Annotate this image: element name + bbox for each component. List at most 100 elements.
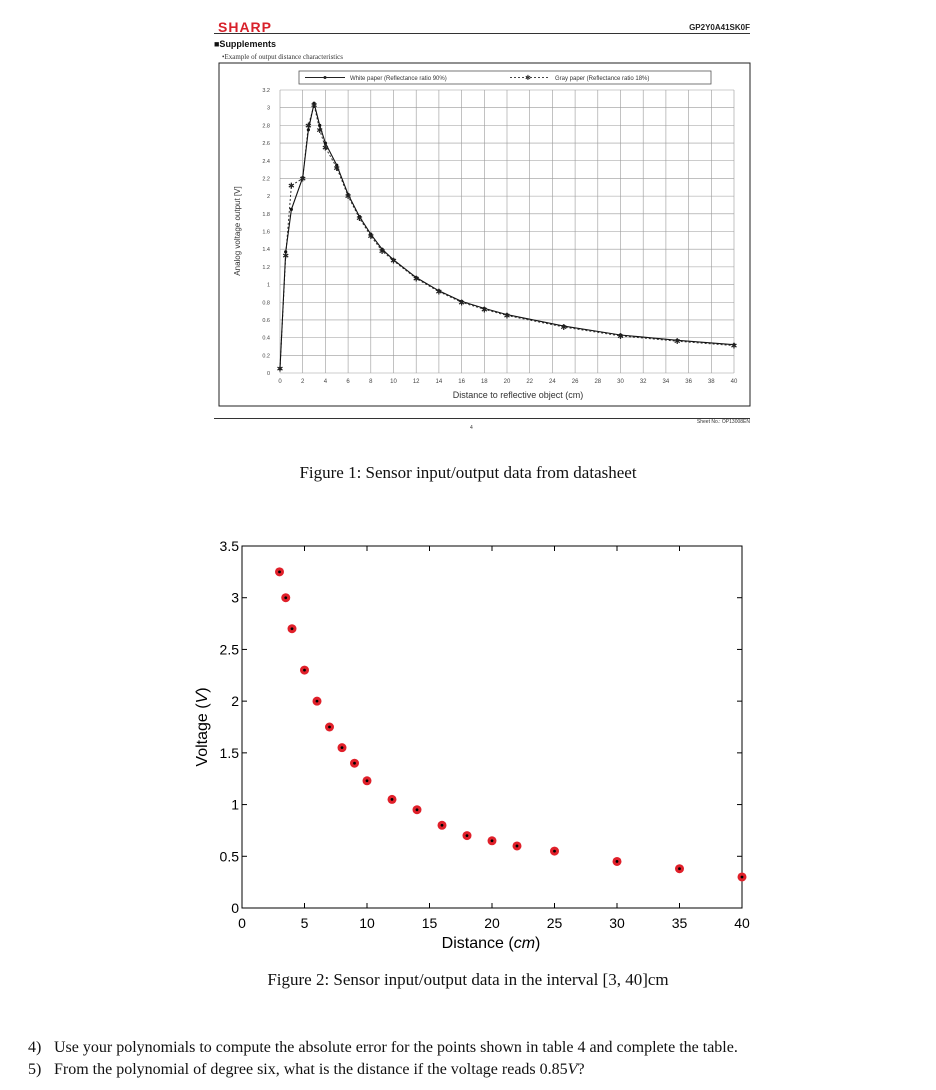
datasheet-xtick: 40 [731,379,738,385]
datasheet-xtick: 6 [346,379,350,385]
datasheet-ytick: 2 [267,194,270,200]
white-paper-point [284,250,288,254]
white-paper-point [289,207,293,211]
scatter-ytick-label: 3 [231,590,239,606]
scatter-points [275,567,747,882]
datasheet-ytick: 3.2 [262,88,270,94]
gray-paper-point: ✱ [311,101,318,110]
datasheet-xtick: 34 [663,379,670,385]
scatter-ytick-label: 3.5 [220,538,240,554]
white-paper-point [618,333,623,337]
gray-paper-point: ✱ [379,247,386,256]
sheet-number: Sheet No.: OP13008EN [696,419,750,425]
datasheet-grid [279,89,735,374]
white-paper-point [437,289,441,293]
datasheet-ytick: 1.4 [262,247,270,253]
scatter-xtick-label: 15 [422,915,438,931]
datasheet-legend [298,70,712,85]
question-5: 5) From the polynomial of degree six, wha… [28,1061,585,1079]
datasheet-xtick: 30 [617,379,624,385]
scatter-point-center [615,860,619,863]
datasheet-ytick: 0.8 [262,300,270,306]
scatter-point-center [290,627,294,631]
gray-paper-point: ✱ [504,312,511,321]
white-paper-point [306,128,310,132]
white-paper-point [675,338,679,342]
scatter-ytick-label: 2 [231,693,239,709]
gray-paper-point: ✱ [299,174,306,183]
scatter-point-center [553,849,556,853]
scatter-point-center [303,668,306,672]
supplements-heading: ■Supplements [214,39,276,49]
header-rule [214,33,750,34]
datasheet-xtick: 8 [369,379,373,385]
gray-paper-point: ✱ [436,288,443,297]
model-number: GP2Y0A41SK0F [689,23,750,32]
white-paper-point [323,141,327,145]
figure1-caption: Figure 1: Sensor input/output data from … [299,463,637,482]
datasheet-ytick: 1.6 [262,230,270,236]
gray-paper-point: ✱ [367,232,374,241]
white-paper-point [318,123,322,127]
legend-white-marker [323,76,327,79]
datasheet-xtick: 2 [301,379,305,385]
scatter-ytick-label: 1 [231,797,239,813]
gray-paper-point: ✱ [288,182,295,191]
white-paper-point [414,275,418,280]
datasheet-ytick: 1.8 [262,212,270,218]
datasheet-ytick: 1 [267,283,270,289]
gray-paper-point: ✱ [560,323,567,332]
page-number: 4 [470,425,473,431]
datasheet-ytick: 2.8 [262,123,270,129]
datasheet-series: ✱ ✱ ✱ ✱ ✱ ✱ ✱ ✱ ✱ ✱ ✱ ✱ ✱ ✱ ✱ ✱ ✱ ✱ ✱ ✱ ✱ ✱ ✱ [277,101,738,374]
question-4: 4) Use your polynomials to compute the ab… [28,1039,738,1057]
scatter-point-center [390,798,394,801]
scatter-ytick-label: 2.5 [220,641,240,657]
scatter-xtick-label: 40 [734,915,750,931]
legend-gray-label: Gray paper (Reflectance ratio 18%) [555,76,649,82]
scatter-ylabel: Voltage (V) [194,687,211,766]
gray-paper-point: ✱ [345,192,352,201]
datasheet-ticks: 0 2 4 6 8 10 12 14 16 18 20 22 24 26 28 30 32 34 36 38 4000.… [262,88,738,385]
scatter-point-center [284,596,288,600]
datasheet-ytick: 2.2 [262,176,270,182]
scatter-point-center [678,867,681,871]
scatter-point-center [465,834,469,837]
sharp-logo: SHARP [218,19,273,35]
datasheet-xtick: 26 [572,379,579,385]
example-subheading: •Example of output distance characterist… [222,53,344,61]
datasheet-chart: ✱✱✱✱✱✱✱✱✱✱✱✱✱✱✱✱✱✱✱✱✱✱ ✱ 0 2 4 6 8 10 12 14 16 18 2… [218,62,751,407]
datasheet-xtick: 32 [640,379,647,385]
gray-paper-point: ✱ [390,257,397,266]
scatter-ticks: 0 5 10 15 20 25 30 35 40 0 0.5 1 1.5 2 2.5 3 3.5 [220,538,750,931]
datasheet-ytick: 2.6 [262,141,270,147]
scatter-point-center [490,839,494,843]
gray-paper-point: ✱ [731,342,738,351]
datasheet-xtick: 10 [390,379,397,385]
scatter-xtick-label: 0 [238,915,246,931]
figure2-caption: Figure 2: Sensor input/output data in th… [267,970,669,989]
scatter-xtick-label: 20 [484,915,500,931]
datasheet-xtick: 4 [324,379,328,385]
scatter-ytick-label: 0 [231,900,239,916]
gray-paper-point: ✱ [617,332,624,341]
datasheet-xlabel: Distance to reflective object (cm) [453,390,584,400]
gray-paper-point: ✱ [458,298,465,307]
datasheet-xtick: 18 [481,379,488,385]
scatter-frame [241,545,743,909]
white-paper-point [732,343,736,347]
legend-white-label: White paper (Reflectance ratio 90%) [350,76,447,82]
scatter-point-center [365,779,369,783]
datasheet-ytick: 0.4 [262,336,270,342]
footer-rule [214,418,750,419]
datasheet-xtick: 28 [594,379,601,385]
scatter-chart: 0 5 10 15 20 25 30 35 40 0 0.5 1 1.5 2 2.5 3 3.5 Distanc… [194,538,750,952]
scatter-xtick-label: 35 [672,915,688,931]
scatter-xtick-label: 5 [301,915,309,931]
white-paper-point [380,247,384,251]
datasheet-ytick: 3 [267,106,270,112]
question-5-text: From the polynomial of degree six, what … [54,1061,585,1078]
datasheet-xtick: 16 [458,379,465,385]
gray-paper-point: ✱ [674,337,681,346]
datasheet-xtick: 0 [278,379,282,385]
